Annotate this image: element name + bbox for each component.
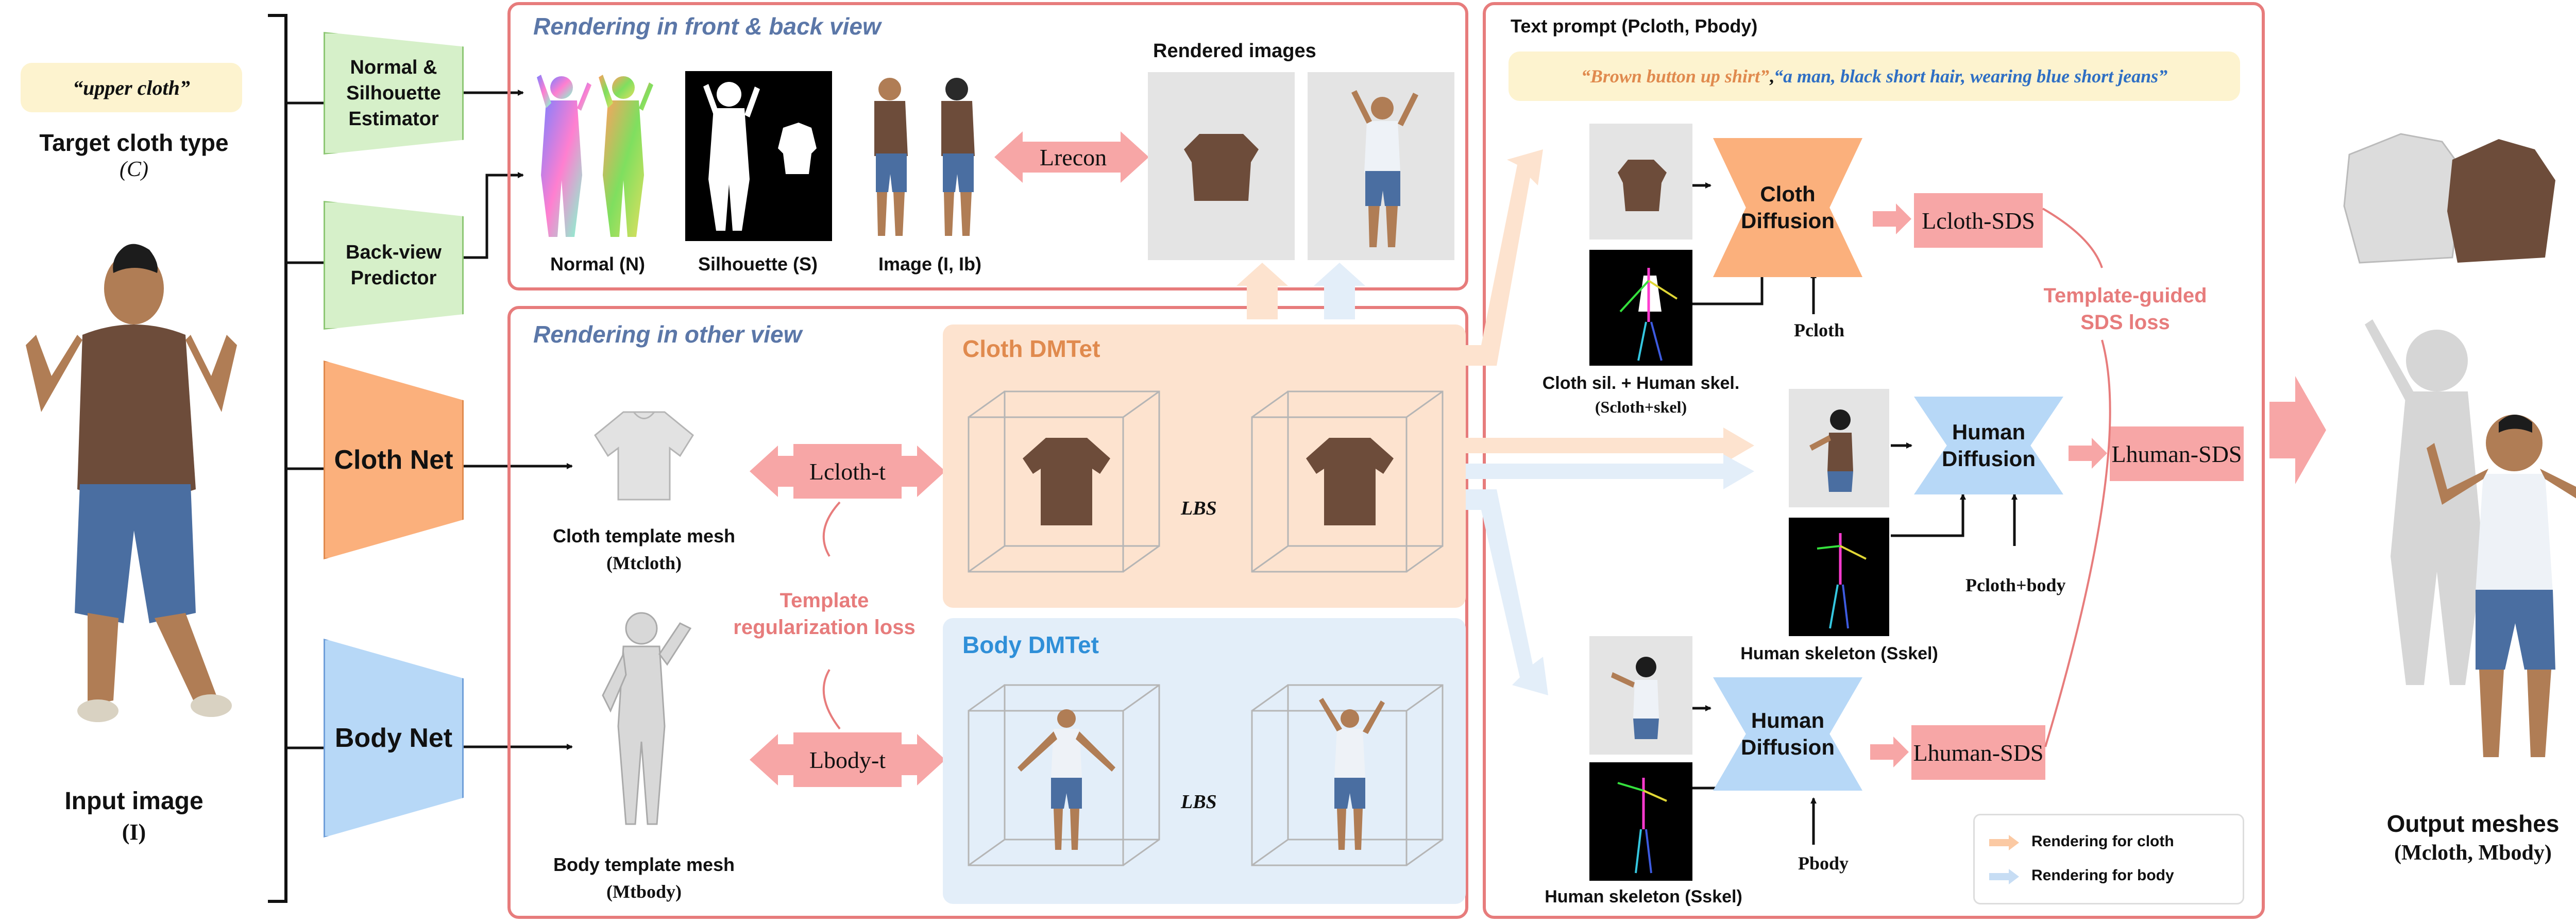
normal-silhouette-estimator: Normal & Silhouette Estimator: [324, 32, 464, 155]
human-sds-arrow-2: [1870, 737, 1909, 767]
output-title: Output meshes: [2386, 810, 2560, 837]
silhouette-label: Silhouette (S): [698, 253, 818, 275]
cloth-net: Cloth Net: [324, 361, 464, 559]
sds-cloth-sil-skel: [1589, 250, 1692, 366]
human-diffusion-2-label: Human Diffusion: [1741, 708, 1835, 759]
loss-body-t: Lbody-t: [793, 732, 902, 787]
cloth-lbs-label: LBS: [1181, 498, 1217, 519]
target-cloth-symbol: (C): [120, 158, 148, 181]
normal-estimator-label: Normal & Silhouette Estimator: [346, 57, 441, 130]
input-person-image: [26, 244, 237, 722]
p-body-label: Pbody: [1798, 853, 1849, 874]
sds-panel: [1483, 2, 2265, 919]
legend-body-label: Rendering for body: [2031, 867, 2174, 884]
cloth-sds-arrow: [1873, 203, 1911, 234]
cloth-sil-label: Cloth sil. + Human skel.: [1542, 373, 1740, 393]
sds-human-render: [1789, 389, 1889, 507]
prompt-cloth-text: “Brown button up shirt”: [1581, 66, 1769, 87]
sds-body-render: [1589, 636, 1692, 755]
loss-human-sds-2: Lhuman-SDS: [1911, 725, 2045, 780]
body-dmtet-title: Body DMTet: [962, 631, 1099, 658]
target-cloth-tag: “upper cloth”: [21, 63, 242, 112]
loss-recon: Lrecon: [1029, 130, 1117, 184]
loss-recon-label: Lrecon: [1039, 144, 1107, 170]
front-back-images: [874, 78, 975, 236]
body-lbs-label: LBS: [1181, 791, 1217, 813]
template-reg-label: Template regularization loss: [733, 589, 916, 639]
legend-cloth-arrow-icon: [1989, 835, 2019, 850]
cloth-template-title: Cloth template mesh: [552, 525, 736, 546]
loss-body-t-label: Lbody-t: [809, 746, 886, 773]
loss-human-sds-label: Lhuman-SDS: [2111, 440, 2242, 467]
cloth-net-label: Cloth Net: [334, 445, 453, 475]
text-prompt-box: “Brown button up shirt” , “a man, black …: [1509, 52, 2240, 101]
back-view-predictor-label: Back-view Predictor: [346, 242, 442, 289]
p-cloth-label: Pcloth: [1794, 320, 1844, 340]
sds-cloth-render: [1589, 124, 1692, 240]
other-view-title: Rendering in other view: [533, 321, 802, 348]
body-net: Body Net: [324, 639, 464, 837]
legend: Rendering for cloth Rendering for body: [1973, 814, 2244, 904]
silhouette-image: [685, 71, 832, 241]
cloth-template-mesh: [594, 411, 694, 501]
sds-body-skel: [1589, 762, 1692, 881]
input-image-symbol: (I): [122, 819, 146, 845]
output-arrow: [2269, 376, 2326, 484]
body-template-mesh: [602, 612, 692, 825]
legend-cloth-label: Rendering for cloth: [2031, 833, 2174, 850]
cloth-sil-symbol: (Scloth+skel): [1595, 398, 1687, 416]
legend-body-arrow-icon: [1989, 869, 2019, 884]
body-dmtet-cubes: [968, 684, 1444, 866]
output-symbol: (Mcloth, Mbody): [2394, 841, 2552, 865]
cloth-dmtet-title: Cloth DMTet: [962, 335, 1100, 362]
human-skel-label: Human skeleton (Sskel): [1740, 644, 1938, 663]
back-view-predictor: Back-view Predictor: [324, 201, 464, 330]
target-cloth-tag-text: “upper cloth”: [73, 76, 190, 99]
template-guided-curve: [2042, 208, 2111, 747]
prompt-separator: ,: [1769, 66, 1774, 87]
normal-map-image: [537, 75, 653, 237]
normal-label: Normal (N): [550, 253, 646, 275]
rendered-cloth-image: [1148, 72, 1295, 260]
input-image-title: Input image: [64, 788, 204, 815]
recon-double-arrow: [994, 131, 1149, 183]
front-back-panel: [507, 2, 1468, 290]
target-cloth-title: Target cloth type: [39, 129, 229, 156]
sds-human-skel: [1789, 518, 1889, 636]
rendered-human-image: [1308, 72, 1454, 260]
other-view-panel: [507, 306, 1468, 919]
text-prompt-title: Text prompt (Pcloth, Pbody): [1511, 15, 1758, 37]
body-template-symbol: (Mtbody): [606, 881, 682, 902]
sds-render-arrows: [1466, 149, 1754, 695]
output-meshes-image: [2343, 133, 2576, 757]
p-cloth-body-label: Pcloth+body: [1965, 575, 2066, 595]
body-net-label: Body Net: [334, 723, 453, 753]
human-sds-arrow: [2069, 438, 2107, 469]
human-diffusion-label: Human Diffusion: [1942, 420, 2036, 471]
image-label: Image (I, Ib): [878, 253, 982, 275]
loss-human-sds: Lhuman-SDS: [2110, 426, 2244, 481]
cloth-diffusion-label: Cloth Diffusion: [1741, 182, 1835, 233]
template-guided-label: Template-guided SDS loss: [2043, 284, 2207, 334]
rendered-images-title: Rendered images: [1153, 40, 1316, 62]
template-reg-curve: [822, 501, 841, 730]
loss-human-sds-2-label: Lhuman-SDS: [1913, 739, 2044, 766]
prompt-body-text: “a man, black short hair, wearing blue s…: [1773, 66, 2168, 87]
cloth-template-symbol: (Mtcloth): [606, 553, 682, 573]
loss-cloth-sds-label: Lcloth-SDS: [1922, 207, 2035, 234]
human-skel-label-2: Human skeleton (Sskel): [1545, 887, 1742, 907]
cloth-dmtet-cubes: [968, 390, 1444, 573]
loss-cloth-sds: Lcloth-SDS: [1914, 193, 2043, 248]
body-template-title: Body template mesh: [553, 854, 735, 875]
front-back-title: Rendering in front & back view: [533, 13, 881, 40]
upward-render-arrows: [1236, 263, 1365, 319]
loss-cloth-t: Lcloth-t: [793, 444, 902, 499]
loss-cloth-t-label: Lcloth-t: [809, 458, 886, 485]
